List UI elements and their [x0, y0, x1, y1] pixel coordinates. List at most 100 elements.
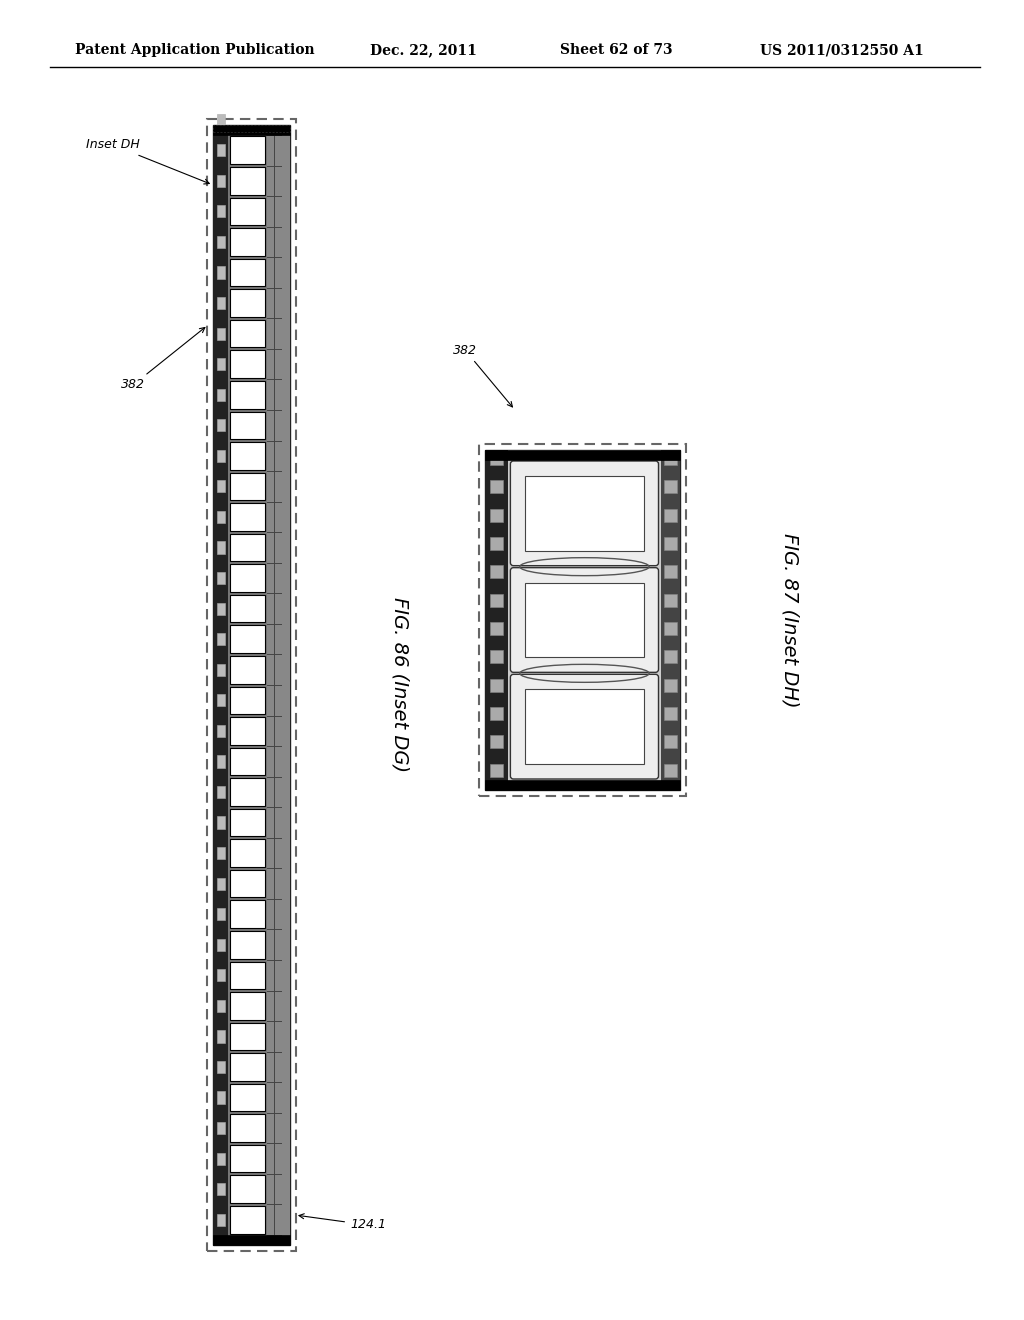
Bar — [490, 480, 503, 494]
Bar — [217, 1122, 224, 1134]
Text: 124.1: 124.1 — [299, 1214, 386, 1232]
Bar — [217, 420, 224, 432]
Bar — [213, 125, 290, 1245]
Bar — [213, 1236, 290, 1245]
Bar — [230, 503, 265, 531]
Bar — [230, 168, 265, 194]
Text: Sheet 62 of 73: Sheet 62 of 73 — [560, 44, 673, 57]
Bar — [664, 764, 677, 776]
Bar — [525, 689, 643, 764]
FancyBboxPatch shape — [510, 461, 658, 566]
Bar — [490, 508, 503, 521]
Bar — [490, 708, 503, 719]
Bar — [230, 931, 265, 958]
Bar — [490, 594, 503, 607]
Bar — [230, 626, 265, 653]
Bar — [217, 755, 224, 767]
Bar — [217, 602, 224, 615]
Bar — [217, 1061, 224, 1073]
Text: 382: 382 — [121, 327, 205, 392]
Bar — [230, 779, 265, 805]
Bar — [217, 572, 224, 585]
Bar — [217, 480, 224, 492]
Bar — [230, 319, 265, 347]
Bar — [485, 450, 680, 789]
Bar — [485, 450, 508, 789]
Bar — [664, 678, 677, 692]
Text: Dec. 22, 2011: Dec. 22, 2011 — [370, 44, 477, 57]
Bar — [217, 358, 224, 371]
Bar — [230, 289, 265, 317]
Bar — [525, 477, 643, 550]
Bar — [217, 664, 224, 676]
Bar — [230, 198, 265, 226]
Bar — [230, 1144, 265, 1172]
Bar — [217, 816, 224, 829]
Bar — [217, 267, 224, 279]
Bar — [664, 508, 677, 521]
Bar — [230, 900, 265, 928]
Bar — [230, 1084, 265, 1111]
Bar — [217, 236, 224, 248]
Bar — [508, 450, 660, 789]
Bar — [230, 1114, 265, 1142]
Bar — [230, 656, 265, 684]
Bar — [217, 144, 224, 156]
Bar — [217, 1213, 224, 1226]
Bar — [230, 136, 265, 164]
Bar — [490, 451, 503, 465]
Bar — [230, 870, 265, 898]
Bar — [230, 228, 265, 256]
Bar — [230, 259, 265, 286]
Bar — [490, 565, 503, 578]
Bar — [217, 1031, 224, 1043]
Bar — [230, 350, 265, 378]
Bar — [664, 708, 677, 719]
Bar — [664, 565, 677, 578]
Bar — [228, 125, 267, 1245]
Bar — [230, 747, 265, 775]
Bar — [217, 297, 224, 309]
Bar — [664, 594, 677, 607]
Bar — [490, 735, 503, 748]
Bar — [230, 840, 265, 867]
Bar — [217, 999, 224, 1012]
Bar — [230, 1175, 265, 1203]
Bar — [217, 694, 224, 706]
Bar — [230, 442, 265, 470]
Bar — [217, 969, 224, 981]
Bar — [479, 444, 686, 796]
Bar — [213, 125, 228, 1245]
Bar — [217, 206, 224, 218]
Bar — [217, 785, 224, 799]
Bar — [217, 1183, 224, 1196]
Bar — [267, 125, 290, 1245]
Bar — [664, 537, 677, 550]
FancyBboxPatch shape — [510, 568, 658, 672]
Bar — [217, 450, 224, 462]
Bar — [217, 174, 224, 187]
Bar — [485, 450, 680, 459]
Bar — [217, 388, 224, 401]
Bar — [230, 1053, 265, 1081]
Text: FIG. 87 (Inset DH): FIG. 87 (Inset DH) — [780, 533, 800, 708]
Bar — [490, 622, 503, 635]
Bar — [664, 651, 677, 664]
Bar — [664, 622, 677, 635]
Bar — [230, 717, 265, 744]
Bar — [485, 780, 680, 789]
Bar — [490, 678, 503, 692]
Bar — [217, 1152, 224, 1164]
Text: Inset DH: Inset DH — [86, 139, 209, 183]
Bar — [217, 327, 224, 339]
Bar — [490, 764, 503, 776]
Bar — [217, 634, 224, 645]
Bar — [230, 1023, 265, 1051]
Bar — [217, 1092, 224, 1104]
Bar — [213, 125, 290, 135]
Text: FIG. 86 (Inset DG): FIG. 86 (Inset DG) — [390, 598, 410, 772]
Bar — [230, 381, 265, 408]
Bar — [230, 993, 265, 1019]
Bar — [217, 541, 224, 553]
Bar — [230, 533, 265, 561]
